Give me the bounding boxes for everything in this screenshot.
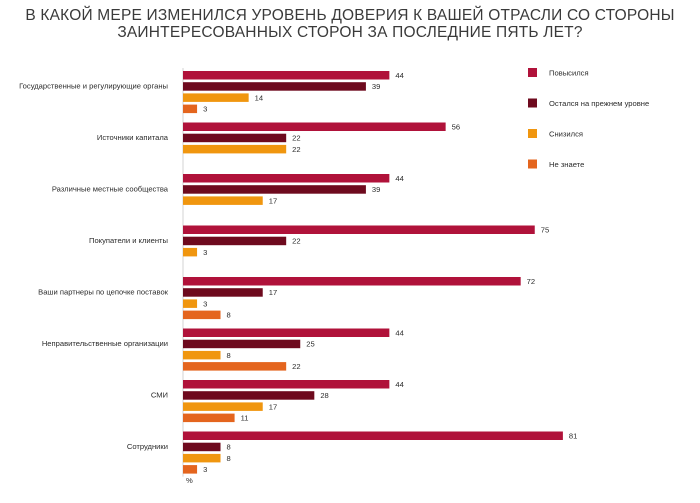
data-label: 44 xyxy=(395,174,403,183)
bar-2 xyxy=(183,391,315,400)
data-label: 3 xyxy=(203,248,207,257)
bar-3 xyxy=(183,299,198,308)
bar-4 xyxy=(183,413,235,423)
bar-3 xyxy=(183,402,263,411)
data-label: 17 xyxy=(269,288,277,297)
data-label: 11 xyxy=(241,414,249,423)
data-label: 22 xyxy=(292,145,300,154)
data-label: 17 xyxy=(269,402,277,411)
legend-label: Повысился xyxy=(549,69,589,78)
bar-1 xyxy=(183,328,390,337)
data-label: 22 xyxy=(292,362,300,371)
data-label: 14 xyxy=(255,93,263,102)
data-label: 25 xyxy=(306,340,314,349)
data-label: 44 xyxy=(395,329,403,338)
bar-2 xyxy=(183,288,263,297)
category-label: Ваши партнеры по цепочке поставок xyxy=(38,288,169,297)
bar-4 xyxy=(183,465,198,474)
bar-1 xyxy=(183,431,563,440)
bar-1 xyxy=(183,71,390,80)
unit-label: % xyxy=(186,476,193,485)
data-label: 17 xyxy=(269,196,277,205)
data-label: 22 xyxy=(292,134,300,143)
bar-3 xyxy=(183,93,249,102)
bar-2 xyxy=(183,133,287,143)
data-label: 8 xyxy=(227,351,231,360)
bar-2 xyxy=(183,185,366,194)
chart-title: В КАКОЙ МЕРЕ ИЗМЕНИЛСЯ УРОВЕНЬ ДОВЕРИЯ К… xyxy=(0,7,700,41)
data-label: 28 xyxy=(320,391,328,400)
bar-2 xyxy=(183,236,287,246)
data-label: 3 xyxy=(203,105,207,114)
data-label: 8 xyxy=(227,311,231,320)
category-label: Источники капитала xyxy=(97,133,169,142)
data-label: 75 xyxy=(541,226,549,235)
category-label: Различные местные сообщества xyxy=(52,185,169,194)
bar-1 xyxy=(183,122,446,131)
bar-4 xyxy=(183,104,198,114)
bar-1 xyxy=(183,225,535,234)
legend-label: Снизился xyxy=(549,130,583,139)
bar-1 xyxy=(183,277,521,286)
chart-title-line-1: В КАКОЙ МЕРЕ ИЗМЕНИЛСЯ УРОВЕНЬ ДОВЕРИЯ К… xyxy=(25,7,675,24)
legend-label: Остался на прежнем уровне xyxy=(549,99,649,108)
data-label: 39 xyxy=(372,82,380,91)
category-label: Покупатели и клиенты xyxy=(89,236,168,245)
bar-1 xyxy=(183,380,390,389)
data-label: 22 xyxy=(292,237,300,246)
data-label: 72 xyxy=(527,277,535,286)
bar-4 xyxy=(183,310,221,320)
legend-swatch xyxy=(528,129,537,138)
bar-2 xyxy=(183,339,301,349)
bar-1 xyxy=(183,174,390,183)
data-label: 56 xyxy=(452,123,460,132)
legend-swatch xyxy=(528,68,537,77)
data-label: 8 xyxy=(227,443,231,452)
chart-title-line-2: ЗАИНТЕРЕСОВАННЫХ СТОРОН ЗА ПОСЛЕДНИЕ ПЯТ… xyxy=(117,24,583,41)
category-label: Неправительственные организации xyxy=(42,339,168,348)
category-label: Сотрудники xyxy=(127,442,168,451)
bar-3 xyxy=(183,144,287,154)
bar-2 xyxy=(183,82,366,91)
category-label: Государственные и регулирующие органы xyxy=(19,82,168,91)
legend-label: Не знаете xyxy=(549,160,584,169)
bar-3 xyxy=(183,196,263,205)
data-label: 39 xyxy=(372,185,380,194)
bar-3 xyxy=(183,350,221,360)
data-label: 44 xyxy=(395,71,403,80)
data-label: 3 xyxy=(203,299,207,308)
category-label: СМИ xyxy=(151,391,168,400)
legend-swatch xyxy=(528,98,537,108)
data-label: 8 xyxy=(227,454,231,463)
legend-swatch xyxy=(528,159,537,169)
bar-3 xyxy=(183,247,198,257)
data-label: 81 xyxy=(569,432,577,441)
data-label: 3 xyxy=(203,465,207,474)
bar-4 xyxy=(183,362,287,371)
bar-2 xyxy=(183,442,221,452)
bar-3 xyxy=(183,453,221,463)
data-label: 44 xyxy=(395,380,403,389)
